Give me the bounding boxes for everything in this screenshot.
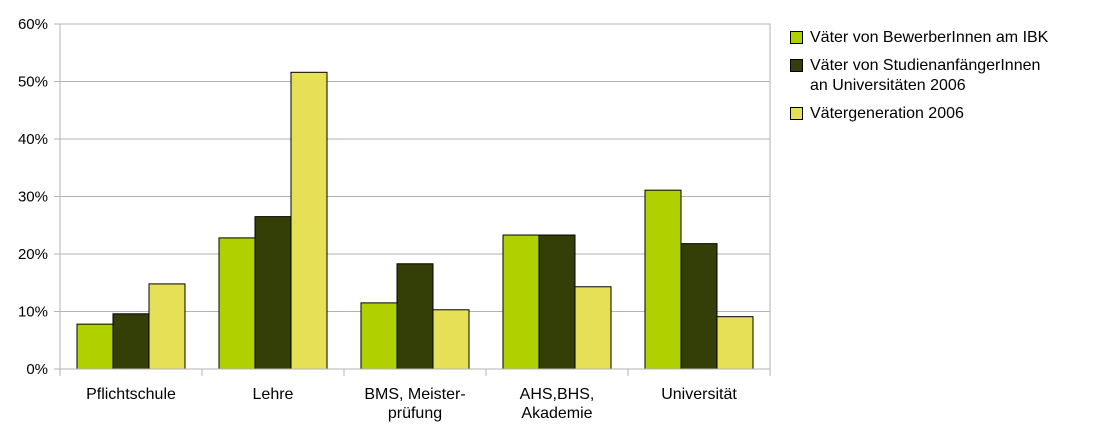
bar bbox=[716, 316, 754, 370]
axis-labels: 0% 10% 20% 30% 40% 50% 60% Pflichtschule Lehre BM… bbox=[18, 16, 737, 422]
y-tick-label: 30% bbox=[18, 189, 48, 206]
bar bbox=[574, 286, 612, 370]
bar bbox=[680, 243, 718, 370]
bar bbox=[76, 323, 114, 370]
bar bbox=[432, 309, 470, 370]
y-tick-label: 0% bbox=[26, 361, 48, 378]
legend-label: Väter von BewerberInnen am IBK bbox=[810, 29, 1049, 46]
legend-label: Vätergeneration 2006 bbox=[810, 105, 964, 122]
bar bbox=[396, 263, 434, 370]
y-tick-label: 50% bbox=[18, 74, 48, 91]
bar bbox=[502, 234, 540, 370]
axes bbox=[54, 23, 771, 376]
x-category-label: Lehre bbox=[253, 386, 294, 403]
y-tick-label: 20% bbox=[18, 246, 48, 263]
legend-label: Väter von StudienanfängerInnen an Univers… bbox=[810, 57, 1041, 94]
bar bbox=[290, 71, 328, 370]
bar bbox=[218, 237, 256, 370]
bar bbox=[538, 234, 576, 370]
legend-item: Väter von StudienanfängerInnen an Univers… bbox=[790, 56, 1110, 96]
x-category-label: BMS, Meister-prüfung bbox=[364, 386, 465, 422]
bar bbox=[644, 189, 682, 370]
y-tick-label: 10% bbox=[18, 304, 48, 321]
legend-swatch bbox=[790, 59, 803, 72]
y-tick-label: 60% bbox=[18, 16, 48, 33]
legend-item: Väter von BewerberInnen am IBK bbox=[790, 28, 1110, 48]
legend-item: Vätergeneration 2006 bbox=[790, 104, 1110, 124]
bars bbox=[76, 71, 754, 370]
legend-swatch bbox=[790, 31, 803, 44]
x-category-label: AHS,BHS, Akademie bbox=[520, 386, 595, 422]
x-category-label: Universität bbox=[661, 386, 737, 403]
bar bbox=[112, 313, 150, 370]
legend-swatch bbox=[790, 107, 803, 120]
y-tick-label: 40% bbox=[18, 131, 48, 148]
plot-frame bbox=[59, 23, 771, 370]
legend: Väter von BewerberInnen am IBK Väter von … bbox=[790, 28, 1110, 132]
x-category-label: Pflichtschule bbox=[86, 386, 176, 403]
bar bbox=[254, 216, 292, 370]
bar bbox=[148, 283, 186, 370]
bar bbox=[360, 302, 398, 370]
